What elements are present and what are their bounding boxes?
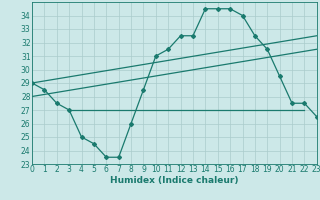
X-axis label: Humidex (Indice chaleur): Humidex (Indice chaleur) bbox=[110, 176, 239, 185]
